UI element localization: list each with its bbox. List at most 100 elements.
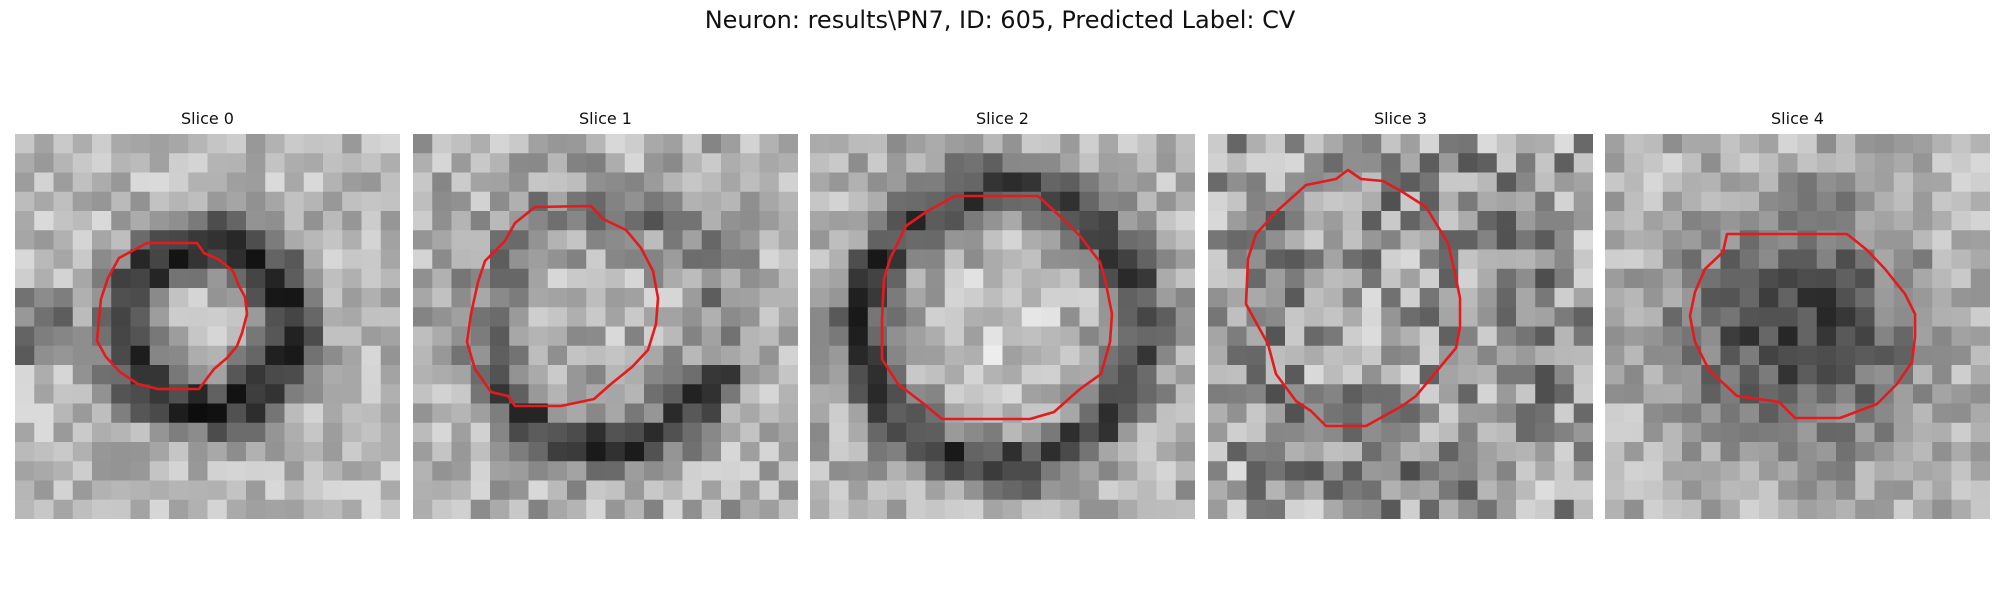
pixel-cell (304, 230, 324, 250)
pixel-cell (15, 327, 35, 347)
pixel-cell (1516, 423, 1536, 443)
pixel-cell (342, 346, 362, 366)
pixel-cell (1176, 327, 1195, 347)
pixel-cell (1060, 250, 1080, 270)
pixel-cell (1894, 230, 1914, 250)
pixel-cell (964, 288, 984, 308)
pixel-cell (1516, 211, 1536, 231)
pixel-cell (1208, 250, 1228, 270)
pixel-cell (887, 288, 907, 308)
pixel-cell (625, 153, 645, 173)
pixel-cell (246, 442, 266, 462)
pixel-cell (208, 192, 228, 212)
pixel-cell (188, 269, 208, 289)
pixel-cell (1247, 346, 1267, 366)
pixel-cell (829, 250, 849, 270)
pixel-cell (810, 346, 830, 366)
pixel-cell (906, 173, 926, 193)
pixel-cell (285, 230, 305, 250)
pixel-cell (683, 230, 703, 250)
pixel-cell (529, 173, 549, 193)
pixel-cell (1362, 250, 1382, 270)
pixel-cell (1176, 307, 1195, 327)
pixel-cell (1401, 211, 1421, 231)
pixel-cell (1875, 404, 1895, 424)
pixel-cell (945, 250, 965, 270)
pixel-cell (1099, 404, 1119, 424)
pixel-cell (1516, 327, 1536, 347)
pixel-cell (702, 365, 722, 385)
pixel-cell (1624, 134, 1644, 154)
pixel-cell (983, 153, 1003, 173)
pixel-cell (926, 423, 946, 443)
pixel-cell (1208, 346, 1228, 366)
pixel-cell (1932, 134, 1952, 154)
pixel-cell (983, 365, 1003, 385)
pixel-cell (1176, 423, 1195, 443)
pixel-cell (1605, 211, 1625, 231)
pixel-cell (1701, 134, 1721, 154)
pixel-cell (1932, 404, 1952, 424)
pixel-cell (1266, 269, 1286, 289)
pixel-cell (740, 365, 760, 385)
pixel-cell (1118, 211, 1138, 231)
pixel-cell (169, 134, 189, 154)
pixel-cell (1041, 230, 1061, 250)
pixel-cell (663, 442, 683, 462)
pixel-cell (304, 211, 324, 231)
pixel-cell (683, 404, 703, 424)
pixel-cell (1721, 461, 1741, 481)
pixel-cell (1574, 404, 1593, 424)
pixel-cell (1439, 423, 1459, 443)
pixel-cell (945, 481, 965, 501)
pixel-cell (1855, 307, 1875, 327)
pixel-cell (1817, 288, 1837, 308)
pixel-cell (1778, 153, 1798, 173)
pixel-cell (92, 250, 112, 270)
pixel-cell (1798, 327, 1818, 347)
pixel-cell (644, 423, 664, 443)
pixel-cell (1420, 250, 1440, 270)
pixel-cell (1003, 288, 1023, 308)
pixel-cell (34, 442, 54, 462)
pixel-cell (92, 192, 112, 212)
pixel-cell (1137, 134, 1157, 154)
pixel-cell (529, 211, 549, 231)
pixel-cell (1516, 481, 1536, 501)
pixel-cell (1663, 307, 1683, 327)
pixel-cell (1574, 365, 1593, 385)
pixel-cell (1932, 384, 1952, 404)
pixel-cell (1759, 153, 1779, 173)
pixel-cell (1555, 423, 1575, 443)
pixel-cell (1682, 211, 1702, 231)
pixel-cell (1247, 269, 1267, 289)
pixel-cell (721, 481, 741, 501)
pixel-cell (227, 404, 247, 424)
pixel-cell (150, 404, 170, 424)
pixel-cell (1644, 173, 1664, 193)
pixel-cell (721, 269, 741, 289)
pixel-cell (606, 230, 626, 250)
pixel-cell (1497, 173, 1517, 193)
pixel-cell (1740, 461, 1760, 481)
pixel-cell (1285, 365, 1305, 385)
pixel-cell (1894, 134, 1914, 154)
pixel-cell (1798, 346, 1818, 366)
pixel-cell (644, 153, 664, 173)
pixel-cell (169, 288, 189, 308)
pixel-cell (740, 384, 760, 404)
pixel-cell (265, 153, 285, 173)
pixel-cell (606, 461, 626, 481)
pixel-cell (1304, 134, 1324, 154)
pixel-cell (362, 481, 382, 501)
pixel-cell (1247, 153, 1267, 173)
pixel-cell (432, 211, 452, 231)
pixel-cell (1759, 461, 1779, 481)
pixel-cell (131, 404, 151, 424)
pixel-cell (169, 384, 189, 404)
pixel-cell (1266, 384, 1286, 404)
pixel-cell (323, 461, 343, 481)
pixel-cell (1137, 307, 1157, 327)
pixel-cell (740, 327, 760, 347)
pixel-cell (413, 442, 433, 462)
